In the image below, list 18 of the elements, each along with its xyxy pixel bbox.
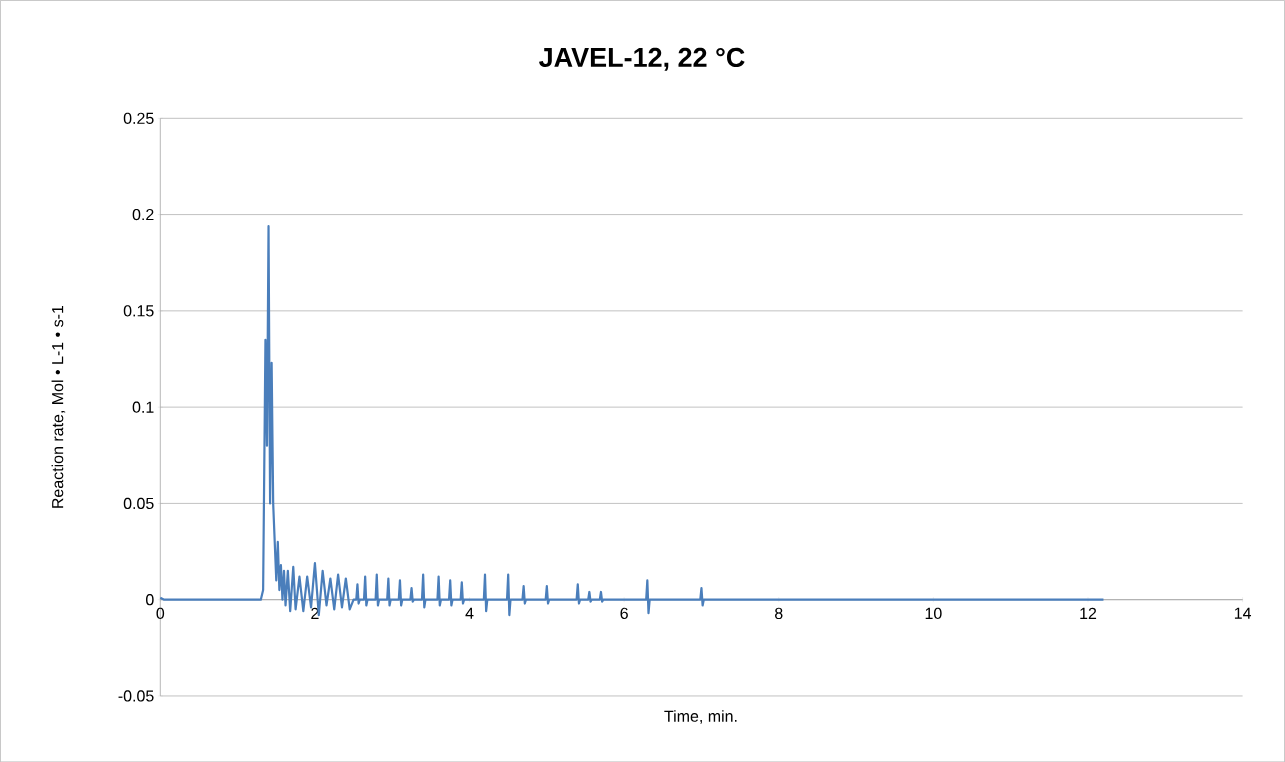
x-tick-label: 0 [156,607,165,619]
x-tick-label: 4 [465,607,474,619]
y-tick-label: 0 [146,593,154,606]
y-tick-label: 0.25 [123,112,154,124]
chart-title: JAVEL-12, 22 °C [539,47,745,71]
x-axis-title: Time, min. [664,709,737,724]
y-tick-label: 0.2 [132,208,154,221]
x-tick-label: 8 [775,607,783,619]
x-tick-label: 2 [311,607,319,619]
x-tick-label: 10 [925,607,942,619]
y-tick-label: 0.15 [123,305,154,317]
x-tick-label: 6 [620,607,628,619]
y-axis-title: Reaction rate, Mol • L-1 • s-1 [51,305,66,508]
y-tick-label: 0.05 [123,497,154,509]
x-tick-label: 12 [1080,607,1097,619]
x-tick-label: 14 [1234,607,1252,619]
y-tick-label: -0.05 [118,690,154,702]
y-tick-label: 0.1 [132,401,154,413]
